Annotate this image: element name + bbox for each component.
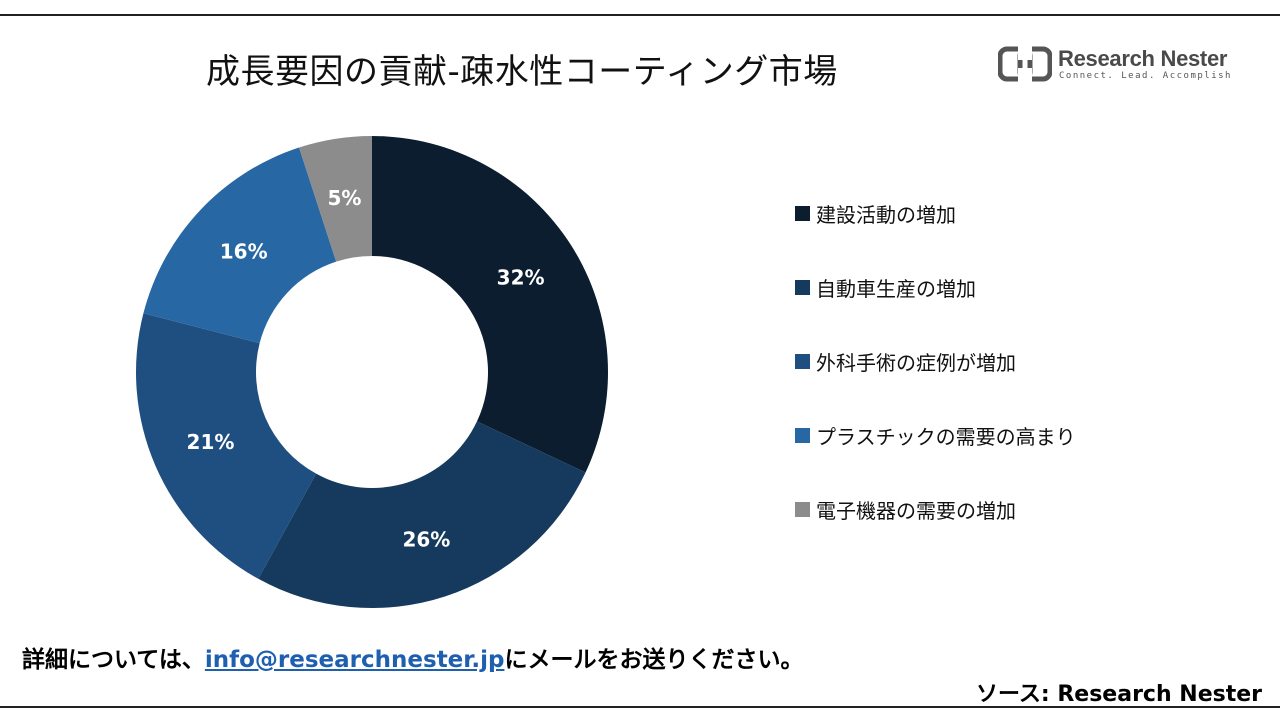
legend-swatch-1 bbox=[795, 205, 810, 221]
logo-name: Research Nester bbox=[1058, 46, 1228, 71]
legend-swatch-5 bbox=[795, 501, 810, 517]
contact-suffix: にメールをお送りください。 bbox=[504, 647, 804, 673]
bottom-rule bbox=[0, 706, 1280, 708]
contact-prefix: 詳細については、 bbox=[22, 647, 205, 673]
slice-value-label-3: 21% bbox=[187, 430, 235, 454]
slice-value-label-5: 5% bbox=[327, 186, 361, 210]
donut-slice-5 bbox=[299, 136, 372, 262]
logo-tagline: Connect. Lead. Accomplish bbox=[1059, 71, 1232, 81]
contact-line: 詳細については、info@researchnester.jpにメールをお送りくだ… bbox=[22, 640, 803, 674]
slice-value-label-4: 16% bbox=[220, 240, 268, 264]
legend-item-5: 電子機器の需要の増加 bbox=[795, 494, 1016, 524]
legend-label-5: 電子機器の需要の増加 bbox=[816, 498, 1016, 523]
top-rule bbox=[0, 14, 1280, 16]
logo-icon bbox=[998, 46, 1052, 82]
source-note: ソース: Research Nester bbox=[975, 682, 1262, 707]
chart-title: 成長要因の貢献-疎水性コーティング市場 bbox=[206, 52, 838, 92]
legend-label-1: 建設活動の増加 bbox=[816, 202, 956, 227]
legend-swatch-4 bbox=[795, 427, 810, 443]
donut-slice-4 bbox=[143, 147, 337, 344]
legend-item-2: 自動車生産の増加 bbox=[795, 272, 976, 302]
legend-swatch-2 bbox=[795, 279, 810, 295]
legend-item-3: 外科手術の症例が増加 bbox=[795, 346, 1016, 376]
contact-email-link[interactable]: info@researchnester.jp bbox=[204, 647, 505, 673]
research-nester-logo: Research Nester Connect. Lead. Accomplis… bbox=[998, 46, 1238, 86]
legend-label-2: 自動車生産の増加 bbox=[816, 276, 976, 301]
legend-swatch-3 bbox=[795, 353, 810, 369]
slice-value-label-2: 26% bbox=[402, 527, 450, 551]
legend-label-3: 外科手術の症例が増加 bbox=[816, 350, 1016, 375]
legend-item-4: プラスチックの需要の高まり bbox=[795, 420, 1076, 450]
legend-item-1: 建設活動の増加 bbox=[795, 198, 956, 228]
legend-label-4: プラスチックの需要の高まり bbox=[816, 424, 1076, 449]
donut-slice-1 bbox=[372, 136, 609, 473]
donut-slice-2 bbox=[258, 421, 586, 609]
donut-chart: 32% 26% 21% 16% 5% bbox=[136, 136, 609, 609]
donut-slice-3 bbox=[136, 313, 317, 579]
slice-value-label-1: 32% bbox=[497, 266, 545, 290]
